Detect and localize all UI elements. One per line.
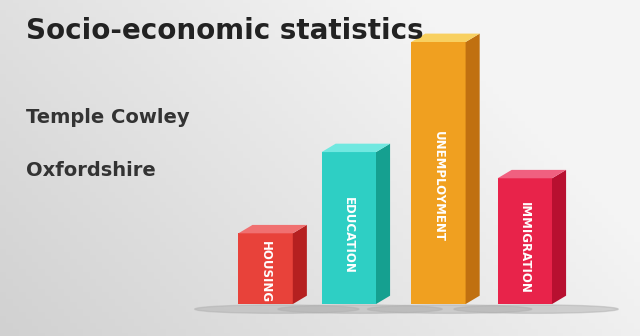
Polygon shape <box>376 144 390 304</box>
Polygon shape <box>239 233 292 304</box>
Polygon shape <box>466 34 480 304</box>
Ellipse shape <box>195 305 359 313</box>
Ellipse shape <box>367 305 532 313</box>
Ellipse shape <box>454 305 618 313</box>
Text: UNEMPLOYMENT: UNEMPLOYMENT <box>432 131 445 242</box>
Text: HOUSING: HOUSING <box>259 241 272 303</box>
Polygon shape <box>498 170 566 178</box>
Text: Socio-economic statistics: Socio-economic statistics <box>26 17 423 45</box>
Polygon shape <box>412 34 480 42</box>
Polygon shape <box>239 225 307 233</box>
Text: EDUCATION: EDUCATION <box>342 197 355 274</box>
Polygon shape <box>322 152 376 304</box>
Text: IMMIGRATION: IMMIGRATION <box>518 202 531 293</box>
Polygon shape <box>322 144 390 152</box>
Text: Temple Cowley: Temple Cowley <box>26 108 189 127</box>
Polygon shape <box>552 170 566 304</box>
Polygon shape <box>498 178 552 304</box>
Polygon shape <box>412 42 466 304</box>
Text: Oxfordshire: Oxfordshire <box>26 161 156 180</box>
Polygon shape <box>292 225 307 304</box>
Ellipse shape <box>278 305 442 313</box>
